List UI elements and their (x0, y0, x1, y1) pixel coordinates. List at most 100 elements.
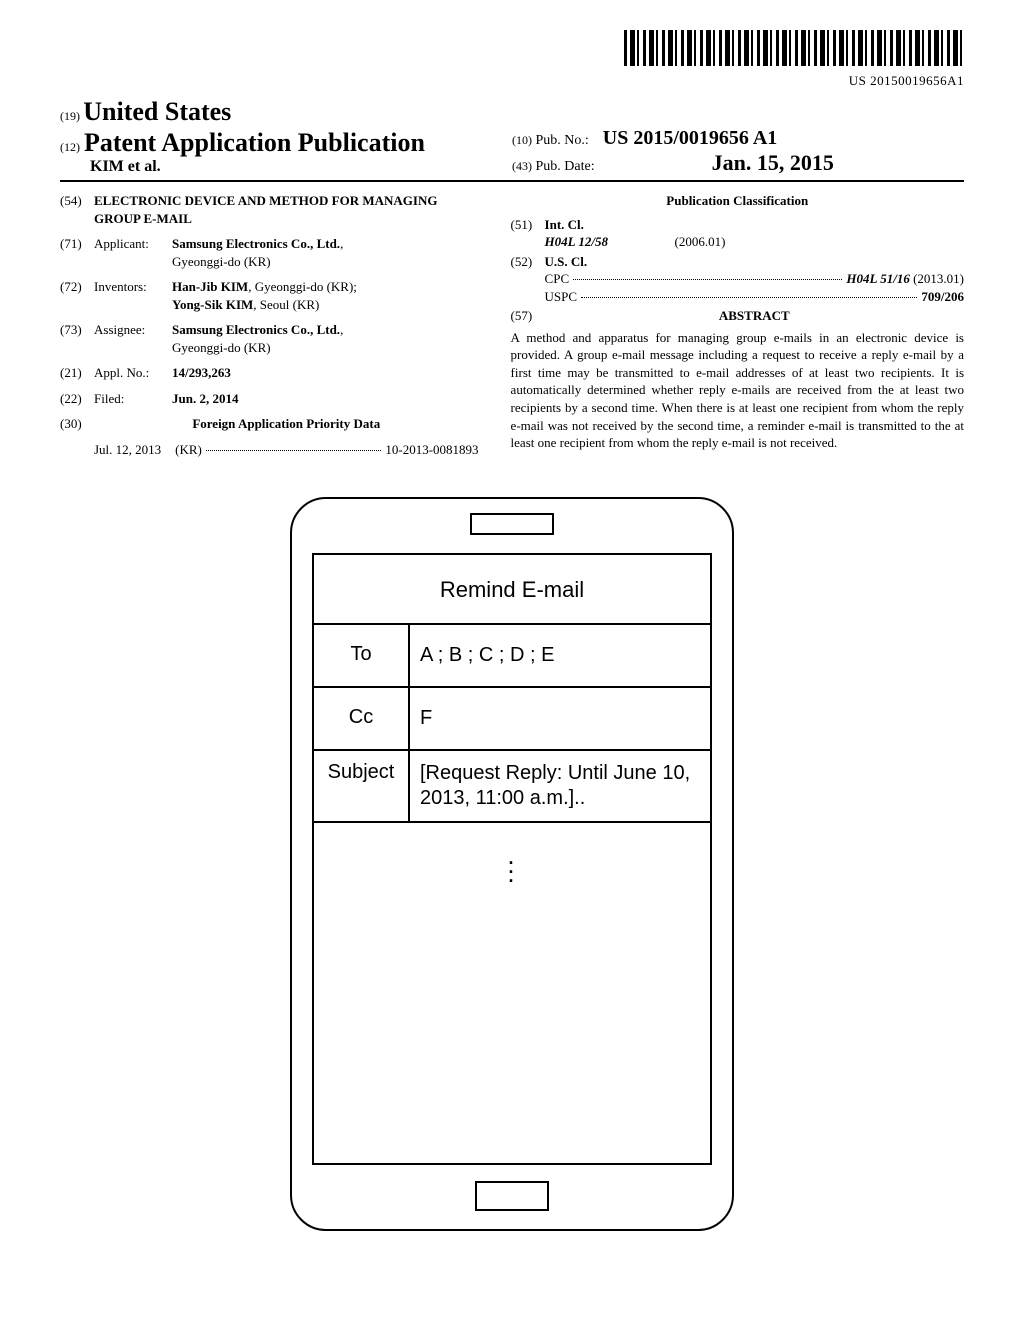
meta-right-col: Publication Classification (51) Int. Cl.… (503, 192, 964, 467)
uscl-row: (52) U.S. Cl. CPC H04L 51/16 (2013.01) U… (511, 253, 964, 306)
pub-date-value: Jan. 15, 2015 (712, 150, 834, 175)
prefix-12: (12) (60, 140, 80, 154)
inventors-body: Han-Jib KIM, Gyeonggi-do (KR); Yong-Sik … (172, 278, 479, 313)
barcode-label: US 20150019656A1 (60, 73, 964, 89)
n73: (73) (60, 321, 94, 356)
applicant-row: (71) Applicant: Samsung Electronics Co.,… (60, 235, 479, 270)
cpc-year: (2013.01) (913, 270, 964, 288)
classification-heading: Publication Classification (511, 192, 964, 210)
header-block: (19) United States (12) Patent Applicati… (60, 97, 964, 182)
priority-data: Jul. 12, 2013 (KR) 10-2013-0081893 (94, 441, 479, 459)
n51: (51) (511, 216, 545, 251)
pub-no-label: Pub. No.: (536, 133, 589, 148)
email-body-ellipsis: ... (314, 823, 710, 878)
authors-line: KIM et al. (60, 158, 512, 176)
prefix-19: (19) (60, 109, 80, 123)
priority-number: 10-2013-0081893 (385, 441, 478, 459)
inventor1: Han-Jib KIM (172, 279, 248, 294)
abstract-heading-row: (57) ABSTRACT (511, 307, 964, 325)
intcl-label: Int. Cl. (545, 217, 584, 232)
patent-page: US 20150019656A1 (19) United States (12)… (0, 0, 1024, 1271)
priority-date: Jul. 12, 2013 (94, 441, 161, 459)
publication-type-line: (12) Patent Application Publication (60, 128, 512, 158)
pub-no-value: US 2015/0019656 A1 (603, 127, 777, 149)
applno-row: (21) Appl. No.: 14/293,263 (60, 364, 479, 382)
cpc-line: CPC H04L 51/16 (2013.01) (545, 270, 964, 288)
device-outline: Remind E-mail To A ; B ; C ; D ; E Cc F … (290, 497, 734, 1231)
prefix-43: (43) (512, 159, 532, 173)
device-speaker (470, 513, 554, 535)
applicant-label: Applicant: (94, 235, 172, 270)
title-right: (10) Pub. No.: US 2015/0019656 A1 (43) P… (512, 127, 964, 176)
to-label: To (314, 625, 410, 686)
priority-heading: Foreign Application Priority Data (94, 415, 479, 433)
priority-country: (KR) (175, 441, 202, 459)
intcl-row: (51) Int. Cl. H04L 12/58 (2006.01) (511, 216, 964, 251)
n30: (30) (60, 415, 94, 433)
invention-title: ELECTRONIC DEVICE AND METHOD FOR MANAGIN… (94, 192, 479, 227)
email-screen-title: Remind E-mail (314, 555, 710, 625)
dots-fill (206, 450, 381, 451)
n72: (72) (60, 278, 94, 313)
assignee-row: (73) Assignee: Samsung Electronics Co., … (60, 321, 479, 356)
applicant-body: Samsung Electronics Co., Ltd., Gyeonggi-… (172, 235, 479, 270)
filed-label: Filed: (94, 390, 172, 408)
figure-wrap: Remind E-mail To A ; B ; C ; D ; E Cc F … (60, 497, 964, 1231)
n54: (54) (60, 192, 94, 227)
barcode-region: US 20150019656A1 (60, 30, 964, 89)
dots-fill (581, 297, 917, 298)
cc-label: Cc (314, 688, 410, 749)
prefix-10: (10) (512, 133, 532, 147)
pub-date-label: Pub. Date: (536, 159, 595, 174)
assignee-label: Assignee: (94, 321, 172, 356)
filed-row: (22) Filed: Jun. 2, 2014 (60, 390, 479, 408)
to-row: To A ; B ; C ; D ; E (314, 625, 710, 688)
intcl-body: Int. Cl. H04L 12/58 (2006.01) (545, 216, 964, 251)
n52: (52) (511, 253, 545, 306)
intcl-code: H04L 12/58 (545, 234, 608, 249)
uspc-line: USPC 709/206 (545, 288, 964, 306)
assignee-loc: Gyeonggi-do (KR) (172, 340, 271, 355)
device-home-button (475, 1181, 549, 1211)
title-row: (12) Patent Application Publication KIM … (60, 127, 964, 182)
priority-heading-row: (30) Foreign Application Priority Data (60, 415, 479, 433)
applno-value: 14/293,263 (172, 364, 479, 382)
uscl-body: U.S. Cl. CPC H04L 51/16 (2013.01) USPC 7… (545, 253, 964, 306)
abstract-text: A method and apparatus for managing grou… (511, 329, 964, 452)
inventors-label: Inventors: (94, 278, 172, 313)
inventor1-loc: , Gyeonggi-do (KR); (248, 279, 357, 294)
priority-data-row: Jul. 12, 2013 (KR) 10-2013-0081893 (60, 441, 479, 459)
n57: (57) (511, 307, 545, 325)
intcl-year: (2006.01) (674, 234, 725, 249)
country-name: United States (83, 97, 231, 126)
pub-no-line: (10) Pub. No.: US 2015/0019656 A1 (512, 127, 964, 150)
meta-columns: (54) ELECTRONIC DEVICE AND METHOD FOR MA… (60, 192, 964, 467)
to-value: A ; B ; C ; D ; E (410, 625, 710, 686)
filed-value: Jun. 2, 2014 (172, 390, 479, 408)
country-line: (19) United States (60, 97, 964, 127)
publication-type: Patent Application Publication (84, 128, 425, 157)
uspc-code: 709/206 (921, 288, 964, 306)
uspc-label: USPC (545, 288, 578, 306)
meta-left-col: (54) ELECTRONIC DEVICE AND METHOD FOR MA… (60, 192, 503, 467)
device-screen: Remind E-mail To A ; B ; C ; D ; E Cc F … (312, 553, 712, 1165)
pub-date-line: (43) Pub. Date: Jan. 15, 2015 (512, 150, 964, 176)
invention-title-row: (54) ELECTRONIC DEVICE AND METHOD FOR MA… (60, 192, 479, 227)
abstract-heading: ABSTRACT (545, 307, 964, 325)
cpc-label: CPC (545, 270, 570, 288)
inventor2: Yong-Sik KIM (172, 297, 253, 312)
subject-row: Subject [Request Reply: Until June 10, 2… (314, 751, 710, 823)
title-left: (12) Patent Application Publication KIM … (60, 128, 512, 176)
subject-label: Subject (314, 751, 410, 821)
barcode-graphic (624, 30, 964, 66)
inventor2-loc: , Seoul (KR) (253, 297, 319, 312)
cc-row: Cc F (314, 688, 710, 751)
cpc-code: H04L 51/16 (846, 270, 909, 288)
n71: (71) (60, 235, 94, 270)
n21: (21) (60, 364, 94, 382)
assignee-name: Samsung Electronics Co., Ltd. (172, 322, 340, 337)
uscl-label: U.S. Cl. (545, 254, 588, 269)
applicant-loc: Gyeonggi-do (KR) (172, 254, 271, 269)
assignee-body: Samsung Electronics Co., Ltd., Gyeonggi-… (172, 321, 479, 356)
applicant-name: Samsung Electronics Co., Ltd. (172, 236, 340, 251)
